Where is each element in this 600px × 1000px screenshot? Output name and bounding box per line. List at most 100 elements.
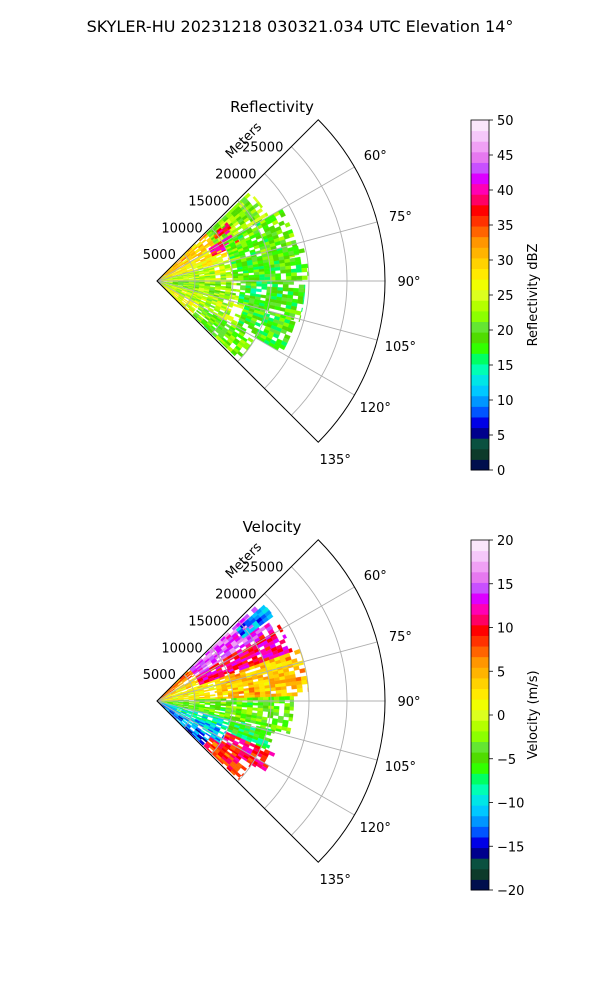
vel-field-cell (220, 726, 227, 731)
refl-radial-tick-label: 15000 (188, 194, 229, 209)
refl-field-cell (287, 287, 294, 292)
refl-field-cell (248, 269, 255, 274)
refl-colorbar-segment (471, 459, 489, 471)
vel-field-cell (236, 702, 243, 705)
vel-theta-tick-label: 120° (360, 821, 391, 836)
vel-field-cell (254, 694, 261, 698)
refl-field-cell (209, 304, 216, 309)
refl-field-cell (298, 284, 305, 289)
vel-field-cell (262, 708, 269, 712)
vel-field-cell (195, 682, 200, 686)
refl-field-cell (296, 275, 303, 280)
vel-field-cell (247, 697, 253, 701)
refl-field-cell (285, 272, 292, 277)
vel-field-cell (289, 696, 294, 700)
refl-colorbar-segment (471, 194, 489, 206)
vel-field-cell (244, 695, 250, 699)
refl-field-cell (225, 275, 232, 279)
refl-field-cell (220, 282, 227, 285)
vel-field-cell (268, 751, 276, 757)
vel-field-cell (273, 712, 279, 717)
refl-field-cell (290, 261, 297, 266)
vel-colorbar-label: Velocity (m/s) (526, 670, 541, 759)
vel-field-cell (288, 717, 293, 722)
refl-colorbar-segment (471, 226, 489, 238)
vel-colorbar-tick-label: 0 (497, 709, 505, 724)
refl-colorbar-segment (471, 310, 489, 323)
vel-field-cell (252, 707, 258, 711)
vel-colorbar-segment (471, 868, 489, 880)
refl-field-cell (220, 287, 226, 291)
refl-field-cell (301, 275, 308, 280)
refl-colorbar-segment (471, 173, 489, 185)
vel-field-cell (286, 692, 293, 697)
refl-colorbar-segment (471, 416, 489, 429)
refl-field-cell (261, 283, 268, 287)
refl-field-cell (248, 277, 255, 281)
vel-field-cell (263, 702, 269, 707)
refl-field-cell (303, 288, 306, 293)
vel-field-cell (280, 686, 287, 691)
vel-field-cell (210, 698, 216, 701)
vel-field-cell (241, 697, 248, 701)
vel-field-cell (199, 699, 206, 701)
vel-field-cell (273, 696, 280, 701)
vel-field-cell (257, 697, 264, 701)
vel-colorbar-segment (471, 762, 489, 774)
vel-field-cell (220, 698, 227, 701)
vel-radial-tick-label: 20000 (215, 588, 256, 603)
refl-field-cell (259, 271, 265, 275)
refl-radial-tick-label: 20000 (215, 168, 256, 183)
vel-theta-tick-label: 105° (385, 760, 416, 775)
refl-colorbar-tick-label: 45 (497, 149, 514, 164)
vel-colorbar-segment (471, 730, 489, 743)
vel-field-cell (236, 697, 243, 701)
refl-field-cell (282, 287, 289, 292)
refl-grid-spoke (156, 166, 355, 282)
vel-field-cell (203, 689, 210, 693)
vel-grid-spoke (156, 586, 355, 702)
refl-field-cell (255, 288, 262, 293)
vel-field-cell (228, 670, 236, 675)
refl-field-cell (282, 284, 289, 289)
refl-colorbar-segment (471, 342, 489, 354)
refl-field-cell (264, 276, 271, 281)
vel-colorbar-segment (471, 656, 489, 668)
vel-field-cell (209, 694, 216, 697)
vel-colorbar-segment (471, 879, 489, 891)
refl-colorbar-segment (471, 374, 489, 386)
refl-field-cell (244, 192, 251, 200)
vel-field-cell (263, 696, 269, 701)
vel-field-cell (273, 699, 280, 704)
refl-field-cell (279, 266, 286, 271)
refl-colorbar: 0 5 10 15 20 25 30 35 40 45 50 Reflectivity dBZ (470, 114, 541, 479)
vel-grid-spoke (156, 641, 378, 702)
refl-colorbar-segment (471, 268, 489, 280)
vel-field-cell (288, 647, 293, 653)
vel-radial-tick-label: 10000 (161, 641, 202, 656)
vel-field-cell (220, 703, 227, 706)
refl-theta-tick-label: 60° (364, 149, 387, 164)
vel-field-cell (279, 638, 286, 645)
refl-field-cell (267, 280, 273, 285)
refl-colorbar-segment (471, 215, 489, 227)
vel-field-cell (238, 695, 245, 699)
vel-field-cell (218, 759, 224, 765)
refl-colorbar-segment (471, 427, 489, 439)
vel-grid-spoke (156, 700, 378, 761)
refl-colorbar-tick-label: 40 (497, 184, 514, 199)
refl-field-cell (277, 287, 284, 292)
vel-field-cell (188, 698, 195, 701)
refl-field-cell (232, 275, 239, 279)
refl-field-cell (298, 288, 305, 293)
vel-field-cell (198, 740, 204, 746)
refl-radial-tick-label: 5000 (143, 248, 176, 263)
refl-colorbar-tick-label: 15 (497, 359, 514, 374)
vel-field-cell (199, 701, 206, 704)
refl-field-cell (196, 318, 201, 323)
refl-field-cell (301, 307, 303, 312)
refl-colorbar-tick-label: 20 (497, 324, 514, 339)
refl-field-cell (244, 290, 251, 294)
vel-field-cell (215, 697, 218, 700)
vel-field-cell (288, 713, 294, 718)
